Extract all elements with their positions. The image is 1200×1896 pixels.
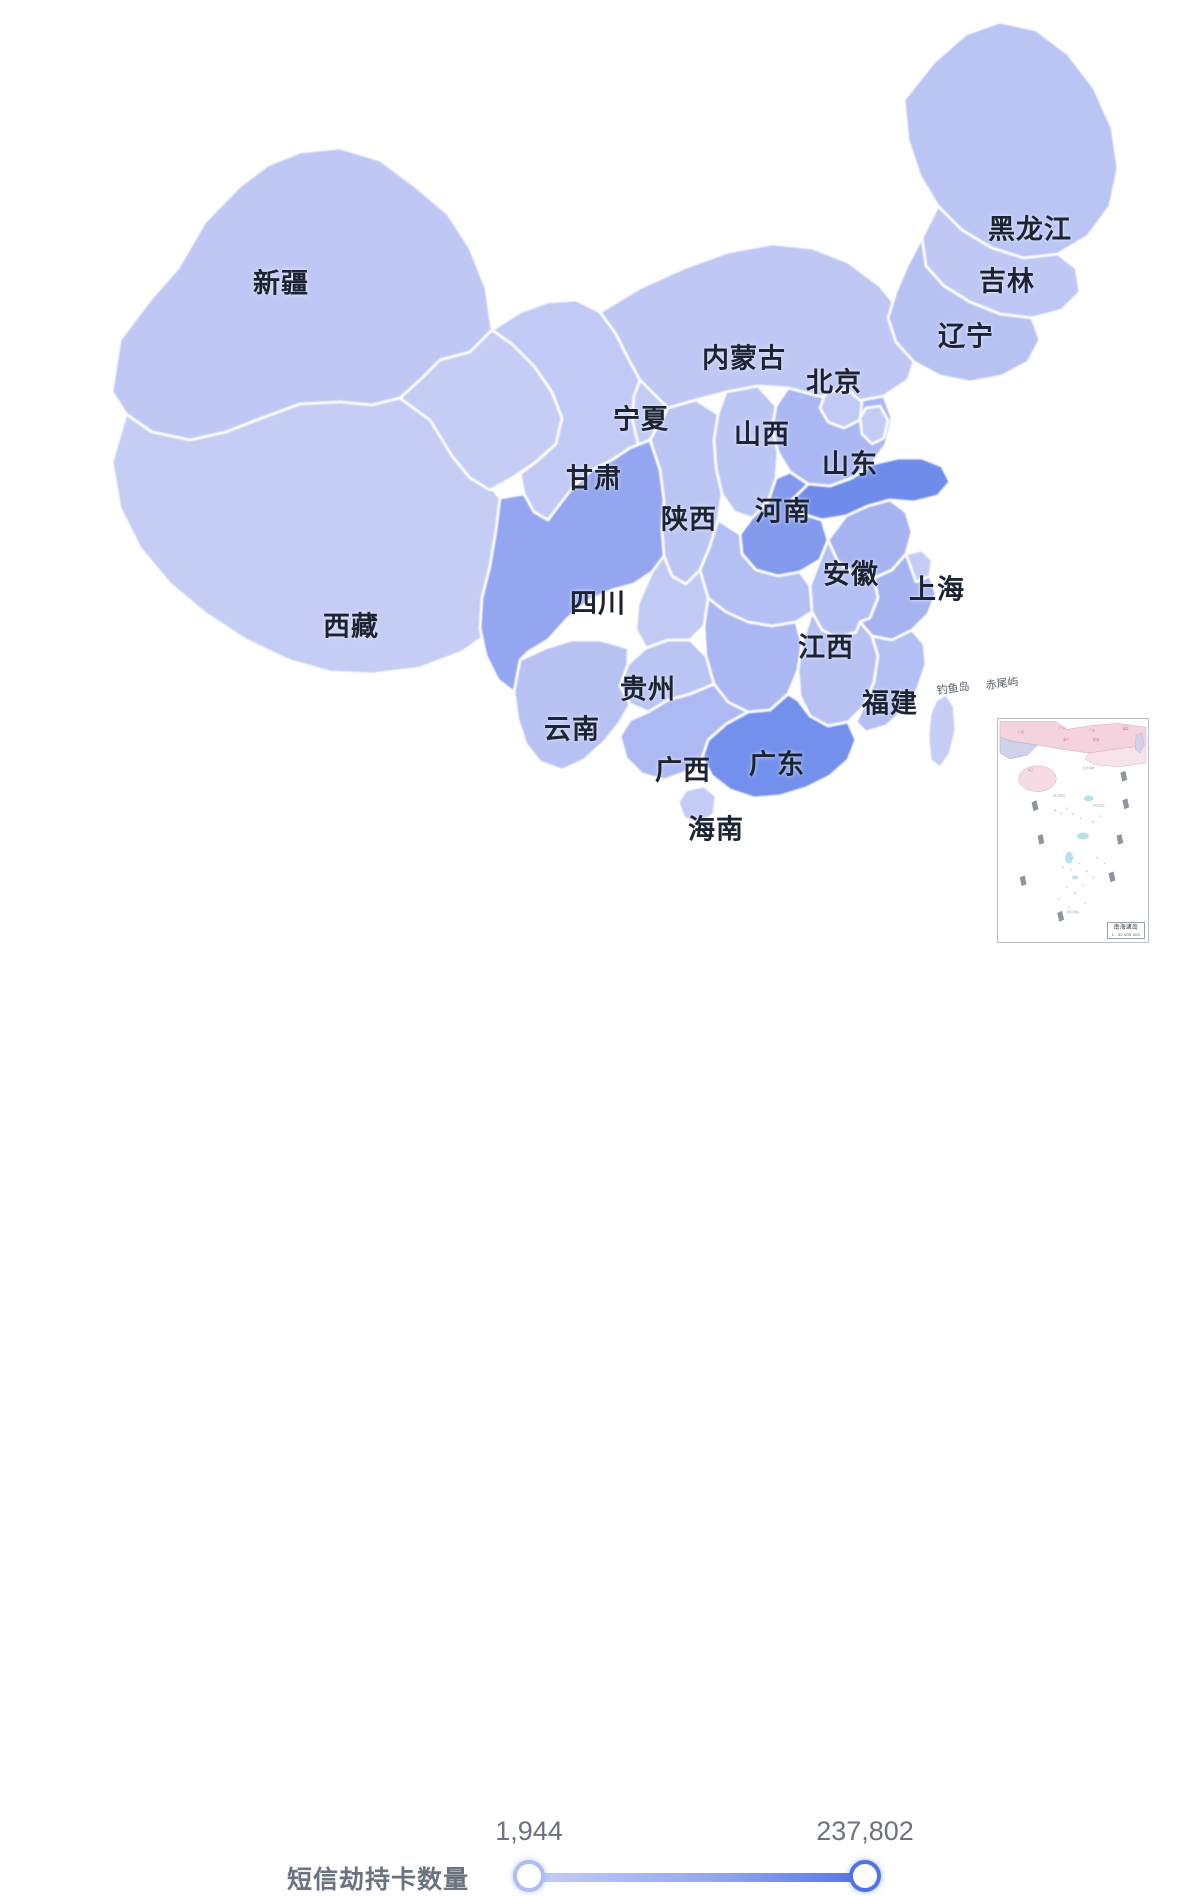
province-label[interactable]: 宁夏 — [613, 404, 669, 435]
svg-text:福建: 福建 — [1122, 725, 1129, 730]
province-label[interactable]: 河南 — [755, 496, 811, 527]
svg-text:中沙群岛: 中沙群岛 — [1093, 802, 1105, 807]
province-label[interactable]: 江西 — [798, 632, 854, 663]
province-label[interactable]: 海南 — [688, 814, 744, 845]
province-zhejiang[interactable] — [858, 552, 938, 642]
province-label[interactable]: 山西 — [734, 419, 790, 450]
svg-text:香港: 香港 — [1093, 737, 1100, 742]
south-china-sea-inset[interactable]: 广西 广州 广东 福建 南宁 香港 海口 台湾海峡 西沙群岛中沙群岛 南沙群岛 南海诸岛… — [997, 718, 1149, 943]
province-sichuan[interactable] — [478, 438, 666, 694]
province-label[interactable]: 福建 — [862, 688, 918, 719]
inset-caption-text: 南海诸岛 — [1113, 925, 1138, 931]
china-map-svg[interactable] — [0, 0, 1200, 905]
svg-text:台湾海峡: 台湾海峡 — [1083, 765, 1095, 770]
slider-min-handle[interactable] — [513, 1860, 545, 1892]
province-label[interactable]: 黑龙江 — [988, 214, 1072, 245]
china-choropleth-map[interactable]: 新疆 西藏 黑龙江 吉林 辽宁 内蒙古 北京 宁夏 山西 山东 甘肃 陕西 河南 安徽 上海 四川 江西 贵州 福建… — [0, 0, 1200, 943]
province-beijing[interactable] — [818, 388, 864, 430]
province-label[interactable]: 陕西 — [661, 504, 717, 535]
slider-max-handle[interactable] — [849, 1860, 881, 1892]
province-yunnan[interactable] — [512, 638, 632, 772]
svg-text:广州: 广州 — [1059, 725, 1065, 730]
province-chongqing[interactable] — [634, 554, 710, 650]
province-label[interactable]: 甘肃 — [566, 463, 622, 494]
province-label[interactable]: 新疆 — [253, 268, 309, 299]
province-liaoning[interactable] — [886, 236, 1042, 384]
province-label[interactable]: 山东 — [822, 449, 878, 480]
slider-track[interactable] — [529, 1873, 865, 1882]
province-label[interactable]: 四川 — [570, 588, 626, 619]
svg-text:广东: 广东 — [1089, 727, 1095, 732]
province-label[interactable]: 北京 — [806, 367, 862, 398]
province-fujian[interactable] — [854, 628, 928, 734]
province-label[interactable]: 西藏 — [323, 611, 379, 642]
value-range-slider[interactable]: 1,944 237,802 — [495, 1816, 914, 1894]
inset-caption: 南海诸岛 1 : 32 000 000 — [1106, 922, 1145, 939]
slider-min-value: 1,944 — [495, 1816, 563, 1846]
province-label[interactable]: 安徽 — [823, 559, 879, 590]
svg-text:海口: 海口 — [1028, 767, 1034, 772]
province-label[interactable]: 内蒙古 — [702, 343, 786, 374]
svg-text:西沙群岛: 西沙群岛 — [1053, 792, 1065, 797]
province-tianjin[interactable] — [858, 404, 890, 446]
slider-max-value: 237,802 — [816, 1816, 914, 1846]
svg-text:广西: 广西 — [1018, 729, 1024, 734]
province-label[interactable]: 广东 — [749, 749, 805, 780]
province-label[interactable]: 贵州 — [620, 674, 676, 705]
legend-bar: 短信劫持卡数量 1,944 237,802 — [0, 905, 1200, 1894]
province-label[interactable]: 上海 — [909, 574, 965, 605]
province-hainan[interactable] — [676, 784, 718, 826]
province-taiwan[interactable] — [926, 692, 958, 770]
province-label[interactable]: 云南 — [544, 714, 600, 745]
svg-text:南宁: 南宁 — [1063, 737, 1069, 742]
legend-title: 短信劫持卡数量 — [287, 1866, 470, 1894]
svg-text:南沙群岛: 南沙群岛 — [1067, 909, 1079, 914]
province-label[interactable]: 广西 — [655, 755, 711, 786]
province-label[interactable]: 吉林 — [979, 266, 1035, 297]
inset-scale-text: 1 : 32 000 000 — [1111, 932, 1140, 937]
province-label[interactable]: 辽宁 — [938, 321, 994, 352]
